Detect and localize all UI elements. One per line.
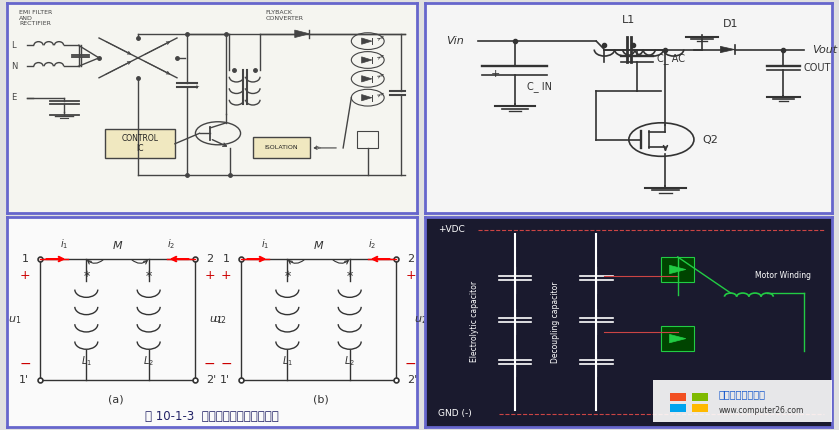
Text: 电脑软硬件教程网: 电脑软硬件教程网 [718,389,765,399]
Text: ∗: ∗ [346,269,354,279]
Text: Motor Winding: Motor Winding [755,271,811,280]
Bar [357,131,378,148]
Text: 2': 2' [206,375,216,385]
Text: +: + [205,269,215,282]
Bar [692,403,708,412]
Text: −: − [221,357,232,371]
Text: $i_1$: $i_1$ [60,237,68,251]
Text: www.computer26.com: www.computer26.com [718,406,804,415]
Text: $L_1$: $L_1$ [81,354,91,368]
Text: $L_2$: $L_2$ [143,354,154,368]
Text: $i_1$: $i_1$ [261,237,269,251]
Text: $L_2$: $L_2$ [344,354,355,368]
Text: (b): (b) [313,394,328,404]
Text: ISOLATION: ISOLATION [265,145,299,150]
Text: Vin: Vin [446,36,463,46]
Text: CONTROL
IC: CONTROL IC [122,134,159,154]
Text: +: + [20,269,30,282]
Bar [661,326,694,351]
Text: Q2: Q2 [702,135,718,144]
FancyArrowPatch shape [88,260,103,264]
Polygon shape [362,95,372,101]
Text: Vout: Vout [812,45,837,55]
FancyArrowPatch shape [333,260,348,264]
Text: L: L [11,41,15,50]
Text: $i_{fb}$: $i_{fb}$ [315,144,322,152]
Text: $u_2$: $u_2$ [414,314,428,326]
Text: −: − [19,357,31,371]
FancyArrowPatch shape [132,260,148,264]
Polygon shape [294,30,310,37]
Polygon shape [721,46,735,52]
Polygon shape [670,265,685,273]
Text: +: + [193,84,199,90]
Text: GND (-): GND (-) [438,409,472,418]
Bar [661,257,694,282]
Text: $u_1$: $u_1$ [8,314,22,326]
Text: 1': 1' [19,375,29,385]
Text: 2: 2 [407,254,414,264]
Polygon shape [362,76,372,82]
Text: 图 10-1-3  耦合电感元件的电路符号: 图 10-1-3 耦合电感元件的电路符号 [145,410,279,423]
FancyArrowPatch shape [289,260,305,264]
Text: $u_1$: $u_1$ [209,314,222,326]
Text: $i_2$: $i_2$ [167,237,175,251]
Bar [105,129,175,158]
Text: −: − [204,357,216,371]
Text: +: + [221,269,232,282]
Text: +: + [491,69,500,79]
Text: FLYBACK
CONVERTER: FLYBACK CONVERTER [265,10,303,21]
Text: C_ AC: C_ AC [657,53,685,64]
Bar [253,138,310,158]
Text: +: + [405,269,416,282]
Text: ∗: ∗ [82,269,91,279]
Polygon shape [362,57,372,63]
Text: 1': 1' [220,375,231,385]
Text: C_ IN: C_ IN [527,81,552,92]
Text: EMI FILTER
AND
RECTIFIER: EMI FILTER AND RECTIFIER [19,10,52,26]
Text: 2': 2' [407,375,417,385]
Bar [692,393,708,402]
Text: ∗: ∗ [284,269,291,279]
Text: $M$: $M$ [112,239,123,251]
Bar [670,393,685,402]
Text: COUT: COUT [804,63,831,74]
Text: Electrolytic capacitor: Electrolytic capacitor [470,281,479,362]
Text: 1: 1 [223,254,231,264]
Polygon shape [362,38,372,44]
Bar [654,381,832,422]
Text: +VDC: +VDC [438,225,464,234]
Text: −: − [405,357,417,371]
Polygon shape [670,335,685,343]
Text: $M$: $M$ [313,239,324,251]
Text: N: N [11,62,17,71]
Text: $i_2$: $i_2$ [367,237,376,251]
Text: D1: D1 [723,19,738,29]
Text: $L_1$: $L_1$ [282,354,293,368]
Text: L1: L1 [623,15,635,25]
Text: E: E [11,93,16,102]
Text: $u_2$: $u_2$ [213,314,227,326]
Bar [670,403,685,412]
Text: ∗: ∗ [144,269,153,279]
Text: Decoupling capacitor: Decoupling capacitor [551,281,560,362]
Text: 1: 1 [23,254,29,264]
Text: (a): (a) [107,394,123,404]
Text: 2: 2 [206,254,213,264]
